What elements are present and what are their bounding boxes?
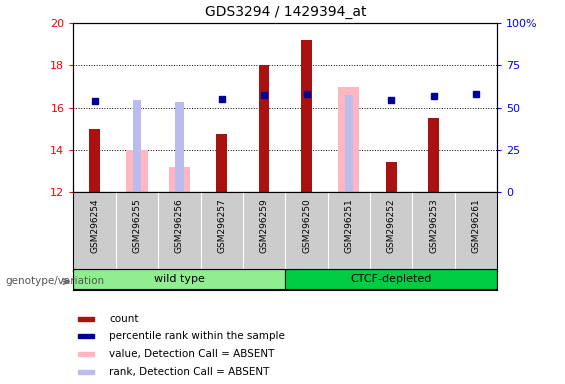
Bar [78,334,94,339]
Bar [89,129,100,192]
Text: GSM296261: GSM296261 [472,198,480,253]
Text: GSM296251: GSM296251 [345,198,353,253]
Text: wild type: wild type [154,274,205,285]
Text: GSM296255: GSM296255 [133,198,141,253]
Bar [127,150,147,192]
Text: GSM296252: GSM296252 [387,198,396,253]
Text: GSM296253: GSM296253 [429,198,438,253]
Bar [133,100,141,192]
Text: GSM296259: GSM296259 [260,198,268,253]
Text: value, Detection Call = ABSENT: value, Detection Call = ABSENT [110,349,275,359]
Text: genotype/variation: genotype/variation [6,276,105,286]
FancyBboxPatch shape [285,269,497,290]
Text: GSM296257: GSM296257 [218,198,226,253]
Text: GSM296254: GSM296254 [90,198,99,253]
Text: GSM296256: GSM296256 [175,198,184,253]
FancyBboxPatch shape [73,269,285,290]
Bar [78,369,94,374]
Text: count: count [110,314,139,324]
Text: rank, Detection Call = ABSENT: rank, Detection Call = ABSENT [110,367,270,377]
Text: GSM296250: GSM296250 [302,198,311,253]
Bar [428,118,439,192]
Bar [386,162,397,192]
Bar [175,102,184,192]
Title: GDS3294 / 1429394_at: GDS3294 / 1429394_at [205,5,366,19]
Bar [78,352,94,356]
Bar [301,40,312,192]
Text: percentile rank within the sample: percentile rank within the sample [110,331,285,341]
Bar [78,316,94,321]
Bar [259,65,270,192]
Text: CTCF-depleted: CTCF-depleted [350,274,432,285]
Bar [169,167,190,192]
Bar [345,95,353,192]
Bar [338,88,359,192]
Bar [216,134,227,192]
